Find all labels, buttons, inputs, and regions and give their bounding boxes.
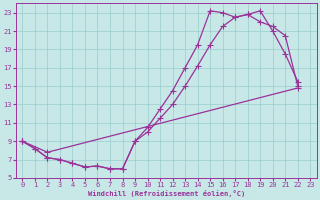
X-axis label: Windchill (Refroidissement éolien,°C): Windchill (Refroidissement éolien,°C)	[88, 190, 245, 197]
